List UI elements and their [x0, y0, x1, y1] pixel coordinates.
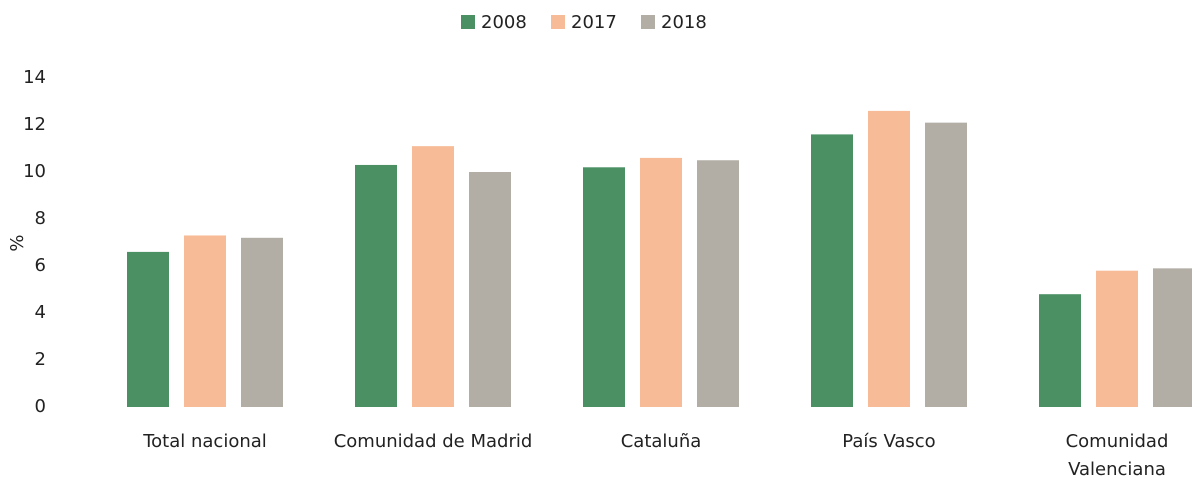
legend-label: 2018	[661, 12, 707, 33]
bar	[925, 122, 967, 408]
bar	[640, 157, 682, 407]
bar	[868, 110, 910, 408]
bar	[697, 160, 739, 407]
bar	[355, 164, 397, 407]
legend-swatch	[641, 15, 655, 29]
bar	[811, 134, 853, 407]
y-axis-label: %	[7, 234, 28, 251]
bar	[1153, 268, 1192, 407]
bar	[1096, 270, 1138, 407]
x-tick-label: Total nacional	[143, 431, 267, 452]
legend-label: 2008	[481, 12, 527, 33]
x-tick-label: Comunidad Valenciana	[1065, 431, 1169, 480]
x-tick-label: País Vasco	[842, 431, 936, 452]
bar	[469, 172, 511, 407]
legend-swatch	[461, 15, 475, 29]
bar	[583, 167, 625, 407]
y-tick-label: 14	[23, 67, 46, 88]
y-tick-label: 10	[23, 161, 46, 182]
y-tick-label: 8	[35, 208, 46, 229]
bar	[127, 251, 169, 407]
bar	[184, 235, 226, 407]
y-tick-label: 0	[35, 396, 46, 417]
legend-swatch	[551, 15, 565, 29]
x-tick-label: Comunidad de Madrid	[333, 431, 533, 452]
bar	[1039, 294, 1081, 407]
y-tick-label: 12	[23, 114, 46, 135]
legend-label: 2017	[571, 12, 617, 33]
bar	[412, 146, 454, 407]
y-tick-label: 4	[35, 302, 46, 323]
bar	[241, 237, 283, 407]
y-tick-label: 6	[35, 255, 46, 276]
y-tick-label: 2	[35, 349, 46, 370]
x-tick-label: Cataluña	[620, 431, 702, 452]
